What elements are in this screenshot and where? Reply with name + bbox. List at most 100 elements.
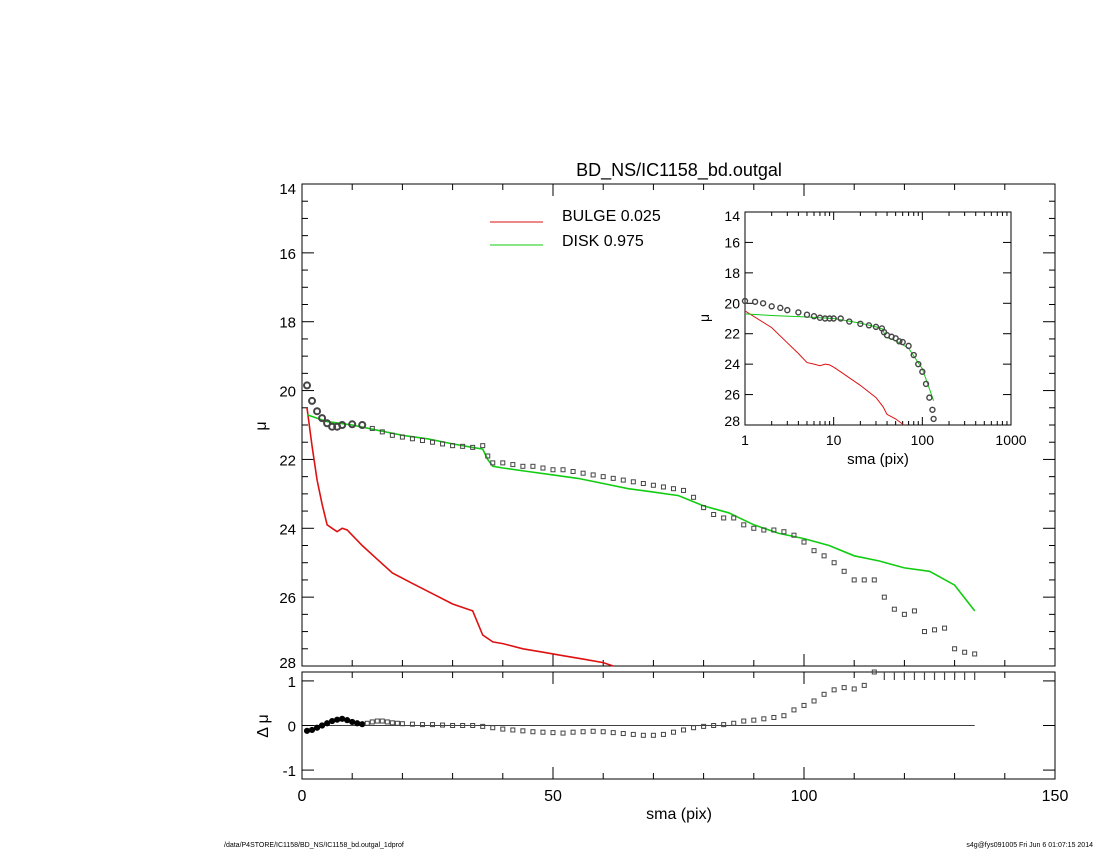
residual-point bbox=[374, 718, 380, 724]
inset-data-point bbox=[915, 360, 922, 368]
data-point bbox=[811, 548, 817, 554]
residual-point bbox=[640, 732, 646, 738]
inset-data-point bbox=[751, 298, 759, 305]
data-point bbox=[348, 420, 357, 429]
residual-x-tick-label: 50 bbox=[544, 788, 562, 805]
data-point bbox=[490, 460, 496, 466]
data-point bbox=[650, 482, 656, 488]
residual-point bbox=[781, 713, 787, 719]
residual-series bbox=[303, 669, 976, 738]
residual-point bbox=[364, 720, 370, 726]
inset-data-point bbox=[857, 320, 864, 328]
residual-point bbox=[480, 723, 486, 729]
data-point bbox=[530, 463, 536, 469]
residual-point bbox=[308, 726, 316, 734]
residual-point bbox=[359, 721, 366, 728]
main-y-tick-label: 22 bbox=[279, 452, 296, 469]
residual-y-tick-label: 1 bbox=[288, 674, 296, 691]
residual-point bbox=[851, 686, 857, 692]
data-point bbox=[470, 444, 476, 450]
data-point bbox=[610, 475, 616, 481]
data-point bbox=[510, 462, 516, 468]
main-y-tick-label: 16 bbox=[279, 246, 296, 263]
inset-y-tick-label: 26 bbox=[724, 387, 740, 403]
data-point bbox=[358, 421, 367, 429]
residual-point bbox=[670, 729, 676, 735]
data-point bbox=[911, 608, 917, 614]
residual-point bbox=[510, 727, 516, 733]
data-point bbox=[419, 437, 425, 443]
data-point bbox=[921, 629, 927, 635]
residual-point bbox=[590, 728, 596, 734]
inset-data-point bbox=[930, 415, 937, 423]
data-point bbox=[871, 577, 877, 583]
data-point bbox=[801, 539, 807, 545]
data-point bbox=[303, 381, 312, 390]
data-point bbox=[450, 443, 456, 449]
residual-point bbox=[831, 687, 837, 693]
residual-point bbox=[540, 729, 546, 735]
data-point bbox=[731, 515, 737, 521]
residual-x-tick-label: 150 bbox=[1042, 788, 1069, 805]
inset-data-point bbox=[837, 315, 844, 322]
legend: BULGE 0.025 DISK 0.975 bbox=[490, 208, 661, 250]
data-point bbox=[670, 486, 676, 492]
data-point bbox=[318, 414, 327, 423]
main-y-tick-label: 26 bbox=[279, 590, 296, 607]
residual-x-tick-label: 0 bbox=[298, 788, 307, 805]
data-point bbox=[681, 487, 687, 493]
inset-data-point bbox=[759, 300, 767, 307]
residual-point bbox=[344, 717, 351, 724]
inset-y-tick-label: 24 bbox=[724, 356, 740, 372]
data-point bbox=[369, 425, 375, 431]
chart-title: BD_NS/IC1158_bd.outgal bbox=[576, 160, 782, 181]
data-point bbox=[691, 494, 697, 500]
residual-point bbox=[313, 724, 321, 731]
data-point bbox=[942, 625, 948, 631]
residual-point bbox=[490, 725, 496, 731]
main-y-ticks: 14 16 18 20 22 24 26 28 bbox=[279, 181, 1055, 672]
residual-point bbox=[500, 726, 506, 732]
main-plot: 14 16 18 20 22 24 26 28 μ bbox=[253, 181, 1056, 672]
residual-point bbox=[560, 730, 566, 736]
inset-data-point bbox=[892, 335, 899, 342]
inset-data-point bbox=[777, 304, 784, 312]
inset-data-point bbox=[810, 313, 818, 320]
main-y-tick-label: 20 bbox=[279, 384, 296, 401]
residual-point bbox=[339, 715, 346, 722]
residual-point bbox=[751, 717, 757, 723]
legend-label-disk: DISK 0.975 bbox=[562, 233, 644, 250]
residual-point bbox=[861, 682, 867, 688]
data-point bbox=[338, 421, 347, 429]
inset-plot: 14 16 18 20 22 24 26 281 10 100 1000 sma (pix) μ bbox=[696, 208, 1027, 468]
inset-series bbox=[741, 297, 937, 426]
residual-point bbox=[450, 723, 456, 728]
residual-point bbox=[440, 722, 446, 728]
inset-data-point bbox=[919, 368, 926, 375]
residual-point bbox=[711, 723, 717, 728]
data-point bbox=[821, 553, 827, 559]
data-point bbox=[313, 407, 322, 416]
data-point bbox=[389, 432, 395, 438]
residual-point bbox=[871, 669, 877, 675]
data-point bbox=[540, 465, 546, 471]
inset-ticks: 14 16 18 20 22 24 26 281 10 100 1000 bbox=[724, 208, 1026, 448]
data-point bbox=[761, 527, 767, 533]
main-y-tick-label: 18 bbox=[279, 315, 296, 332]
residual-point bbox=[379, 718, 385, 724]
data-point bbox=[480, 443, 486, 449]
residual-point bbox=[349, 718, 356, 726]
residual-point bbox=[303, 727, 311, 734]
data-point bbox=[560, 467, 566, 473]
data-point bbox=[550, 467, 556, 473]
residual-point bbox=[419, 722, 425, 728]
residual-plot: 10-10 50 100 150 Δ μ sma (pix) bbox=[255, 669, 1069, 823]
inset-data-point bbox=[910, 351, 917, 359]
residual-y-label: Δ μ bbox=[255, 714, 272, 737]
inset-x-tick-label: 1 bbox=[741, 432, 749, 448]
data-point bbox=[962, 649, 968, 655]
residual-point bbox=[550, 730, 556, 736]
residual-point bbox=[791, 707, 797, 713]
residual-point bbox=[318, 722, 326, 729]
residual-point bbox=[580, 729, 586, 735]
